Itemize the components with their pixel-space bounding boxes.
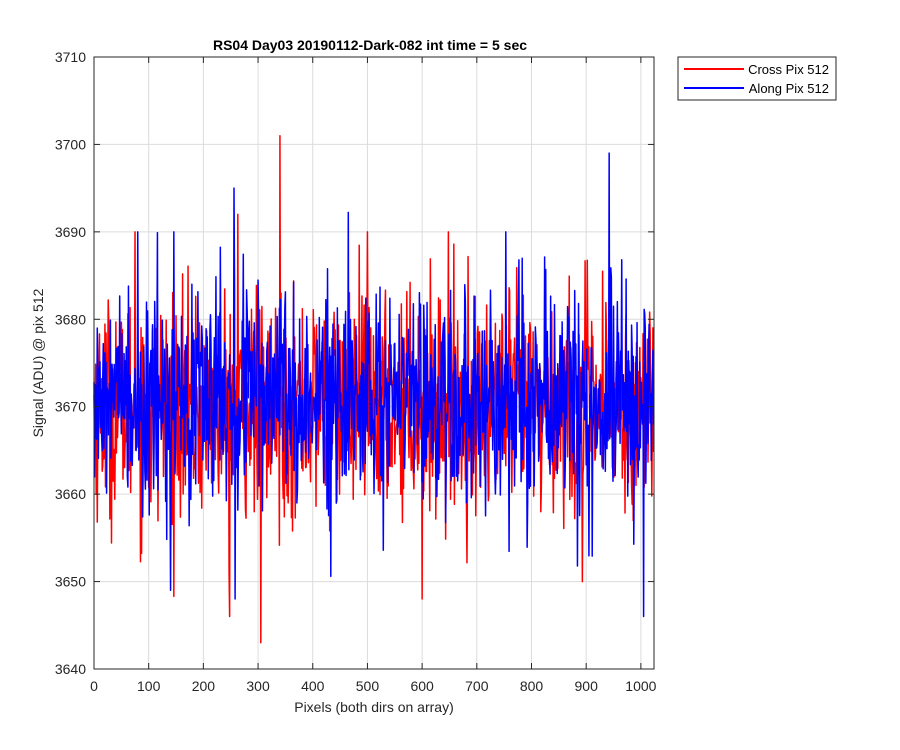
legend-label-along: Along Pix 512	[749, 81, 829, 96]
x-axis-label: Pixels (both dirs on array)	[294, 699, 454, 715]
y-tick-label: 3680	[55, 311, 86, 327]
y-tick-label: 3650	[55, 574, 86, 590]
chart-title: RS04 Day03 20190112-Dark-082 int time = …	[213, 37, 527, 53]
x-tick-label: 300	[246, 678, 270, 694]
y-tick-label: 3670	[55, 399, 86, 415]
y-tick-label: 3660	[55, 486, 86, 502]
x-tick-label: 400	[301, 678, 325, 694]
x-tick-label: 100	[137, 678, 161, 694]
y-axis-label: Signal (ADU) @ pix 512	[30, 288, 46, 437]
x-tick-label: 200	[192, 678, 216, 694]
plot-area-frame	[93, 56, 655, 670]
x-tick-label: 1000	[625, 678, 656, 694]
x-tick-label: 600	[410, 678, 434, 694]
legend-box	[677, 56, 837, 101]
y-tick-label: 3690	[55, 224, 86, 240]
x-tick-label: 700	[465, 678, 489, 694]
x-tick-label: 0	[90, 678, 98, 694]
x-tick-label: 800	[520, 678, 544, 694]
y-tick-label: 3710	[55, 49, 86, 65]
y-tick-label: 3700	[55, 136, 86, 152]
x-tick-label: 500	[356, 678, 380, 694]
series-line-along	[93, 152, 655, 618]
legend-label-cross: Cross Pix 512	[748, 62, 829, 77]
axis-ticks: 0 100 200 300 400 500 600 700 800 900 1000 3640 3650…	[55, 49, 657, 694]
x-tick-label: 900	[575, 678, 599, 694]
legend: Cross Pix 512 Along Pix 512	[677, 56, 837, 101]
y-tick-label: 3640	[55, 661, 86, 677]
series-layer	[93, 134, 655, 644]
